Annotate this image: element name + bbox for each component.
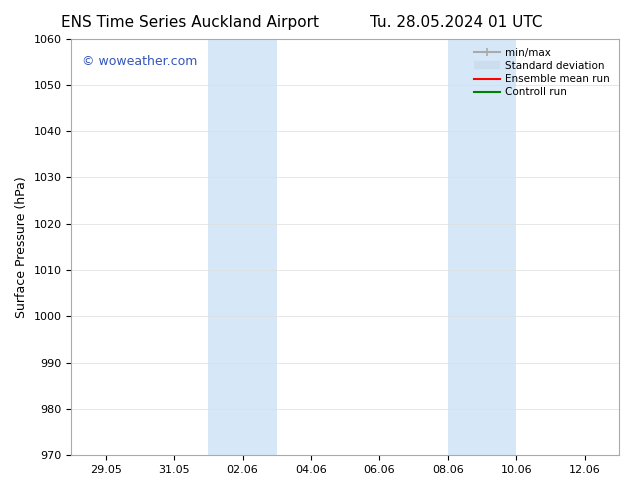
Y-axis label: Surface Pressure (hPa): Surface Pressure (hPa) [15,176,28,318]
Text: © woweather.com: © woweather.com [82,55,198,68]
Text: Tu. 28.05.2024 01 UTC: Tu. 28.05.2024 01 UTC [370,15,543,30]
Bar [448,39,516,455]
Legend: min/max, Standard deviation, Ensemble mean run, Controll run: min/max, Standard deviation, Ensemble me… [469,44,614,101]
Bar [209,39,277,455]
Text: ENS Time Series Auckland Airport: ENS Time Series Auckland Airport [61,15,319,30]
